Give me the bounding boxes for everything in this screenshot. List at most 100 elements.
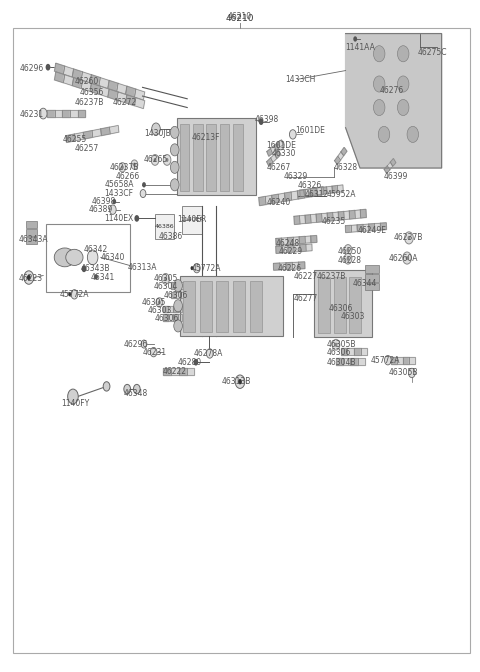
Polygon shape xyxy=(171,368,179,375)
Polygon shape xyxy=(70,110,78,117)
Polygon shape xyxy=(358,358,365,365)
Circle shape xyxy=(133,384,140,394)
Circle shape xyxy=(156,298,163,307)
Text: 46398: 46398 xyxy=(254,115,279,124)
Text: 46237B: 46237B xyxy=(74,98,104,108)
Text: 46356: 46356 xyxy=(79,88,104,97)
Polygon shape xyxy=(259,196,266,206)
Polygon shape xyxy=(55,63,65,74)
Text: 46306: 46306 xyxy=(155,314,179,323)
Polygon shape xyxy=(274,263,280,270)
Polygon shape xyxy=(310,187,317,197)
Polygon shape xyxy=(55,72,65,83)
Text: 46237B: 46237B xyxy=(317,272,346,282)
Text: 46348: 46348 xyxy=(123,388,148,398)
Circle shape xyxy=(71,290,78,299)
Circle shape xyxy=(24,271,34,284)
Polygon shape xyxy=(99,87,109,97)
Polygon shape xyxy=(278,193,285,202)
Text: 46235: 46235 xyxy=(322,217,346,226)
Bar xyxy=(365,283,379,290)
Circle shape xyxy=(166,158,168,162)
Polygon shape xyxy=(408,357,415,364)
Polygon shape xyxy=(322,213,327,222)
Polygon shape xyxy=(81,81,91,91)
Circle shape xyxy=(238,379,242,384)
Circle shape xyxy=(151,155,159,165)
Ellipse shape xyxy=(66,249,83,265)
Circle shape xyxy=(112,199,116,204)
Circle shape xyxy=(408,368,415,378)
Circle shape xyxy=(384,355,391,365)
Text: 46240: 46240 xyxy=(266,198,291,208)
Circle shape xyxy=(373,99,385,116)
Polygon shape xyxy=(306,244,312,251)
Text: 46265: 46265 xyxy=(144,155,168,165)
Circle shape xyxy=(378,126,390,142)
Polygon shape xyxy=(171,282,176,289)
Polygon shape xyxy=(311,214,316,223)
Polygon shape xyxy=(291,191,298,200)
Polygon shape xyxy=(72,69,83,80)
Bar xyxy=(365,274,379,282)
Polygon shape xyxy=(298,190,305,199)
Polygon shape xyxy=(278,140,283,147)
Bar xyxy=(177,118,256,195)
Polygon shape xyxy=(327,212,333,221)
Text: 1601DE: 1601DE xyxy=(266,140,296,150)
Text: 46296: 46296 xyxy=(124,339,148,349)
Text: 46313B: 46313B xyxy=(222,377,251,386)
Polygon shape xyxy=(84,130,93,139)
Circle shape xyxy=(158,300,161,304)
Text: 46306: 46306 xyxy=(329,304,353,313)
Circle shape xyxy=(193,263,200,273)
Polygon shape xyxy=(305,215,311,223)
Polygon shape xyxy=(305,189,311,196)
Polygon shape xyxy=(90,75,100,85)
Polygon shape xyxy=(384,166,390,173)
Text: 46276: 46276 xyxy=(379,86,404,95)
Circle shape xyxy=(162,274,169,284)
Polygon shape xyxy=(338,212,344,220)
Circle shape xyxy=(94,274,98,280)
Circle shape xyxy=(124,384,131,394)
Circle shape xyxy=(259,118,264,125)
Circle shape xyxy=(397,76,409,92)
Circle shape xyxy=(68,389,78,404)
Text: 46343B: 46343B xyxy=(81,264,110,274)
Polygon shape xyxy=(294,216,300,224)
Polygon shape xyxy=(280,263,286,270)
Circle shape xyxy=(373,46,385,62)
Polygon shape xyxy=(338,152,344,160)
Circle shape xyxy=(140,190,146,198)
Circle shape xyxy=(133,163,136,167)
Circle shape xyxy=(109,205,116,214)
Polygon shape xyxy=(403,357,408,364)
Text: 46260: 46260 xyxy=(74,77,99,87)
Text: 46330: 46330 xyxy=(271,149,296,159)
Text: 1433CF: 1433CF xyxy=(105,189,133,198)
Polygon shape xyxy=(316,214,322,222)
Circle shape xyxy=(235,375,245,388)
Bar xyxy=(26,237,37,244)
Text: 46231: 46231 xyxy=(19,110,43,119)
Polygon shape xyxy=(300,245,306,251)
Text: 46223: 46223 xyxy=(18,274,42,283)
Polygon shape xyxy=(267,158,273,166)
Bar xyxy=(183,281,195,332)
Bar xyxy=(349,277,361,333)
Polygon shape xyxy=(299,262,305,269)
Text: 46257: 46257 xyxy=(74,144,99,153)
Circle shape xyxy=(406,256,408,260)
Polygon shape xyxy=(178,306,182,312)
Polygon shape xyxy=(271,146,276,153)
Circle shape xyxy=(119,163,126,172)
Polygon shape xyxy=(272,194,279,204)
Polygon shape xyxy=(168,306,173,312)
Polygon shape xyxy=(288,245,294,253)
Text: 46237B: 46237B xyxy=(109,163,139,172)
Text: 45772A: 45772A xyxy=(371,355,400,365)
Text: 46222: 46222 xyxy=(162,367,186,376)
Ellipse shape xyxy=(54,248,75,267)
Polygon shape xyxy=(181,292,186,298)
